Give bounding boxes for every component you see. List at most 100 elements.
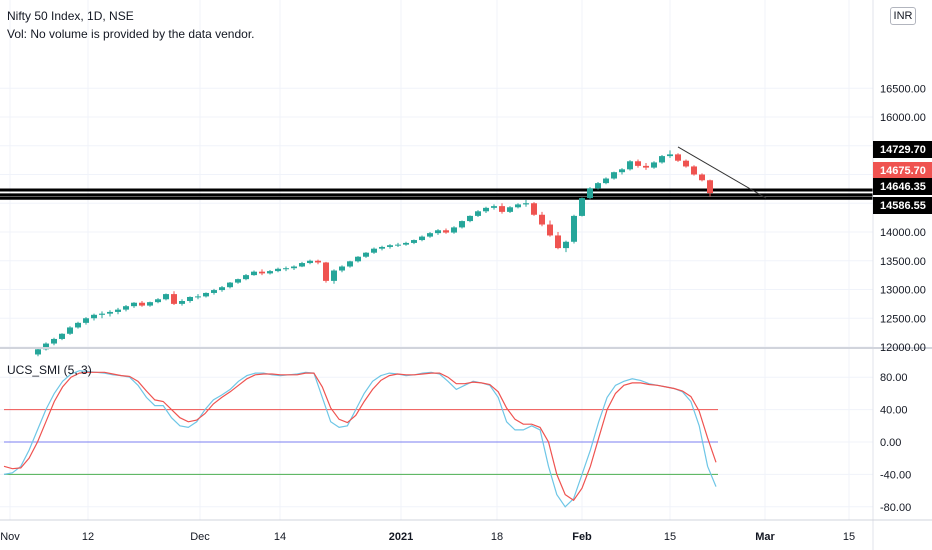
candle-body bbox=[275, 268, 281, 272]
candle-body bbox=[475, 211, 481, 216]
candle-body bbox=[587, 188, 593, 199]
trend-line bbox=[677, 146, 767, 199]
time-tick-label: 15 bbox=[843, 531, 855, 543]
price-tick-label: 13500.00 bbox=[880, 256, 926, 268]
candle-body bbox=[459, 221, 465, 228]
candle-body bbox=[491, 206, 497, 208]
candle-body bbox=[563, 241, 569, 249]
price-tick-label: 13000.00 bbox=[880, 285, 926, 297]
candle-body bbox=[435, 230, 441, 234]
price-tag-label: 14586.55 bbox=[880, 200, 926, 212]
candle-body bbox=[379, 246, 385, 249]
time-tick-label: Feb bbox=[572, 531, 592, 543]
time-tick-label: 12 bbox=[82, 531, 94, 543]
support-lines bbox=[0, 188, 873, 200]
indicator-tick-label: 0.00 bbox=[880, 437, 901, 449]
candle-body bbox=[179, 301, 185, 304]
candle-body bbox=[139, 302, 145, 306]
candle-body bbox=[411, 240, 417, 243]
candle-body bbox=[67, 327, 73, 334]
candle-body bbox=[707, 180, 713, 194]
candle-body bbox=[115, 309, 121, 312]
candle-body bbox=[259, 271, 265, 274]
candle-body bbox=[443, 230, 449, 233]
candle-body bbox=[323, 262, 329, 281]
candle-body bbox=[427, 233, 433, 237]
time-tick-label: 15 bbox=[664, 531, 676, 543]
candle-body bbox=[395, 244, 401, 246]
candle-body bbox=[235, 279, 241, 283]
candle-body bbox=[419, 236, 425, 241]
time-tick-label: 18 bbox=[491, 531, 503, 543]
candle-body bbox=[619, 169, 625, 173]
candle-body bbox=[219, 287, 225, 291]
candle-body bbox=[699, 174, 705, 181]
smi-lines bbox=[3, 370, 717, 508]
candle-body bbox=[627, 161, 633, 170]
candle-body bbox=[611, 172, 617, 179]
price-tag-label: 14646.35 bbox=[880, 181, 926, 193]
candle-body bbox=[595, 183, 601, 189]
candle-body bbox=[283, 268, 289, 270]
candle-body bbox=[195, 296, 201, 298]
price-tag bbox=[873, 178, 932, 195]
candle-body bbox=[107, 311, 113, 314]
candle-body bbox=[131, 302, 137, 307]
candle-body bbox=[227, 282, 233, 288]
candle-body bbox=[691, 166, 697, 175]
candle-body bbox=[203, 292, 209, 297]
candle-body bbox=[99, 313, 105, 315]
candle-body bbox=[123, 306, 129, 310]
candle-body bbox=[307, 260, 313, 264]
time-tick-label: Dec bbox=[190, 531, 210, 543]
candle-body bbox=[683, 160, 689, 167]
candle-body bbox=[467, 215, 473, 222]
price-tick-label: 16500.00 bbox=[880, 83, 926, 95]
candle-body bbox=[347, 261, 353, 267]
candle-body bbox=[267, 271, 273, 274]
candle-body bbox=[299, 263, 305, 267]
chart-title: Nifty 50 Index, 1D, NSE bbox=[7, 9, 134, 23]
indicator-title: UCS_SMI (5, 3) bbox=[7, 363, 92, 377]
grid bbox=[0, 0, 873, 520]
candle-body bbox=[43, 343, 49, 350]
price-tag bbox=[873, 162, 932, 179]
candle-body bbox=[571, 215, 577, 242]
candle-body bbox=[635, 161, 641, 166]
candle-body bbox=[315, 260, 321, 263]
candle-body bbox=[539, 214, 545, 225]
candle-body bbox=[507, 207, 513, 212]
candle-body bbox=[499, 206, 505, 212]
candle-body bbox=[555, 235, 561, 249]
candle-body bbox=[451, 227, 457, 233]
candle-body bbox=[363, 252, 369, 257]
price-tick-label: 14000.00 bbox=[880, 227, 926, 239]
time-tick-label: 2021 bbox=[389, 531, 413, 543]
candle-body bbox=[35, 349, 41, 355]
indicator-tick-label: 80.00 bbox=[880, 372, 908, 384]
candle-body bbox=[243, 275, 249, 280]
price-tick-label: 12500.00 bbox=[880, 313, 926, 325]
indicator-tick-label: -40.00 bbox=[880, 469, 911, 481]
volume-note: Vol: No volume is provided by the data v… bbox=[7, 27, 255, 41]
candle-body bbox=[83, 318, 89, 323]
candle-body bbox=[651, 162, 657, 168]
indicator-tick-label: -80.00 bbox=[880, 502, 911, 514]
candle-body bbox=[387, 245, 393, 247]
candle-body bbox=[339, 266, 345, 271]
time-tick-label: Nov bbox=[0, 531, 20, 543]
price-tag bbox=[873, 197, 932, 214]
candle-body bbox=[547, 224, 553, 236]
candle-body bbox=[75, 322, 81, 328]
candle-body bbox=[371, 248, 377, 253]
candle-body bbox=[187, 296, 193, 301]
candle-body bbox=[211, 290, 217, 293]
currency-button[interactable]: INR bbox=[890, 7, 916, 25]
price-tag bbox=[873, 141, 932, 158]
price-tag-label: 14675.70 bbox=[880, 165, 926, 177]
candle-body bbox=[147, 302, 153, 306]
time-tick-label: 14 bbox=[274, 531, 286, 543]
indicator-tick-label: 40.00 bbox=[880, 405, 908, 417]
candle-body bbox=[531, 203, 537, 215]
price-candles bbox=[35, 150, 713, 357]
